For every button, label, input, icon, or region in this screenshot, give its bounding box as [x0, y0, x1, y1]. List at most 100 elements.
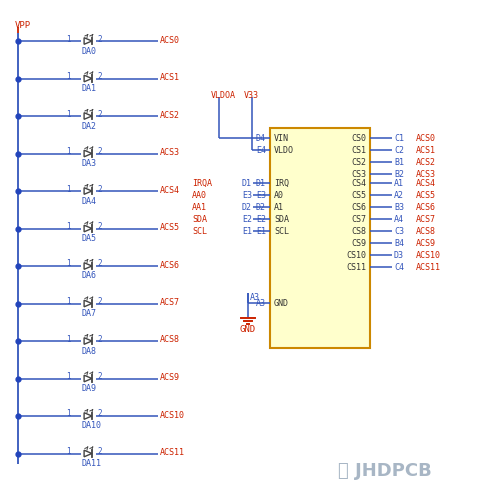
- Text: 2: 2: [97, 409, 102, 418]
- Text: VLDO: VLDO: [274, 145, 294, 154]
- Text: 2: 2: [97, 147, 102, 156]
- Text: ACS8: ACS8: [160, 336, 180, 345]
- Text: 1: 1: [66, 72, 71, 81]
- Text: E2: E2: [242, 214, 252, 223]
- Text: D4: D4: [256, 133, 266, 142]
- Text: V33: V33: [244, 91, 259, 100]
- Text: ACS9: ACS9: [416, 238, 436, 247]
- Text: B3: B3: [394, 203, 404, 211]
- Text: ACS8: ACS8: [416, 226, 436, 235]
- Text: C2: C2: [394, 145, 404, 154]
- Text: ACS6: ACS6: [416, 203, 436, 211]
- Text: D1: D1: [256, 179, 266, 188]
- Text: ⧗ JHDPCB: ⧗ JHDPCB: [338, 462, 432, 480]
- Text: 1: 1: [66, 409, 71, 418]
- Text: CS11: CS11: [346, 263, 366, 272]
- Text: E3: E3: [256, 191, 266, 200]
- Text: DA9: DA9: [81, 384, 96, 393]
- Text: DA10: DA10: [81, 422, 101, 431]
- Text: CS6: CS6: [351, 203, 366, 211]
- Text: 1: 1: [66, 147, 71, 156]
- Text: ACS2: ACS2: [416, 157, 436, 166]
- Text: VPP: VPP: [15, 21, 31, 30]
- Text: 1: 1: [66, 297, 71, 306]
- Text: A2: A2: [394, 191, 404, 200]
- Text: 2: 2: [97, 260, 102, 269]
- Text: E1: E1: [256, 226, 266, 235]
- Text: ACS7: ACS7: [416, 214, 436, 223]
- Text: A0: A0: [274, 191, 284, 200]
- Text: CS4: CS4: [351, 179, 366, 188]
- Text: E1: E1: [242, 226, 252, 235]
- Text: ACS1: ACS1: [416, 145, 436, 154]
- Text: 2: 2: [97, 110, 102, 119]
- Text: GND: GND: [274, 298, 289, 307]
- Text: DA3: DA3: [81, 159, 96, 168]
- Text: DA11: DA11: [81, 459, 101, 468]
- Text: DA4: DA4: [81, 197, 96, 206]
- Text: 1: 1: [66, 35, 71, 43]
- Text: A3: A3: [250, 293, 260, 302]
- Text: DA7: DA7: [81, 309, 96, 318]
- Text: 2: 2: [97, 334, 102, 344]
- Text: E3: E3: [242, 191, 252, 200]
- Text: 1: 1: [66, 447, 71, 456]
- Text: 2: 2: [97, 222, 102, 231]
- Text: B4: B4: [394, 238, 404, 247]
- Text: ACS4: ACS4: [416, 179, 436, 188]
- Text: CS1: CS1: [351, 145, 366, 154]
- Text: ACS6: ACS6: [160, 261, 180, 270]
- Text: ACS3: ACS3: [160, 148, 180, 157]
- Text: ACS7: ACS7: [160, 298, 180, 307]
- Text: 1: 1: [66, 260, 71, 269]
- Text: SDA: SDA: [192, 214, 207, 223]
- Text: 2: 2: [97, 185, 102, 194]
- Text: B2: B2: [394, 170, 404, 179]
- Text: A1: A1: [274, 203, 284, 211]
- Text: 1: 1: [66, 334, 71, 344]
- Text: SCL: SCL: [192, 226, 207, 235]
- Text: CS10: CS10: [346, 250, 366, 260]
- Text: A1: A1: [394, 179, 404, 188]
- Text: ACS11: ACS11: [416, 263, 441, 272]
- Text: 1: 1: [66, 185, 71, 194]
- Text: 2: 2: [97, 72, 102, 81]
- Text: 1: 1: [66, 222, 71, 231]
- Text: SDA: SDA: [274, 214, 289, 223]
- Text: ACS2: ACS2: [160, 111, 180, 120]
- Text: DA2: DA2: [81, 122, 96, 130]
- Text: CS3: CS3: [351, 170, 366, 179]
- Text: CS9: CS9: [351, 238, 366, 247]
- Text: IRQ: IRQ: [274, 179, 289, 188]
- Text: ACS1: ACS1: [160, 73, 180, 82]
- Text: 2: 2: [97, 297, 102, 306]
- Text: CS0: CS0: [351, 133, 366, 142]
- Text: E2: E2: [256, 214, 266, 223]
- Text: ACS4: ACS4: [160, 186, 180, 195]
- Text: CS2: CS2: [351, 157, 366, 166]
- Text: DA1: DA1: [81, 84, 96, 93]
- Text: ACS0: ACS0: [160, 36, 180, 44]
- Text: ACS10: ACS10: [160, 410, 185, 420]
- Text: CS7: CS7: [351, 214, 366, 223]
- Text: ACS9: ACS9: [160, 373, 180, 382]
- Text: D1: D1: [242, 179, 252, 188]
- Text: GND: GND: [240, 325, 256, 334]
- Text: ACS10: ACS10: [416, 250, 441, 260]
- Text: IRQA: IRQA: [192, 179, 212, 188]
- Text: ACS0: ACS0: [416, 133, 436, 142]
- Text: 1: 1: [66, 110, 71, 119]
- Text: A3: A3: [256, 298, 266, 307]
- Text: 2: 2: [97, 35, 102, 43]
- Text: E4: E4: [256, 145, 266, 154]
- Text: CS5: CS5: [351, 191, 366, 200]
- Text: AA0: AA0: [192, 191, 207, 200]
- Text: C3: C3: [394, 226, 404, 235]
- Text: 2: 2: [97, 447, 102, 456]
- Text: VLDOA: VLDOA: [211, 91, 236, 100]
- Text: DA6: DA6: [81, 272, 96, 281]
- Text: A4: A4: [394, 214, 404, 223]
- Text: VIN: VIN: [274, 133, 289, 142]
- Text: D3: D3: [394, 250, 404, 260]
- Text: ACS3: ACS3: [416, 170, 436, 179]
